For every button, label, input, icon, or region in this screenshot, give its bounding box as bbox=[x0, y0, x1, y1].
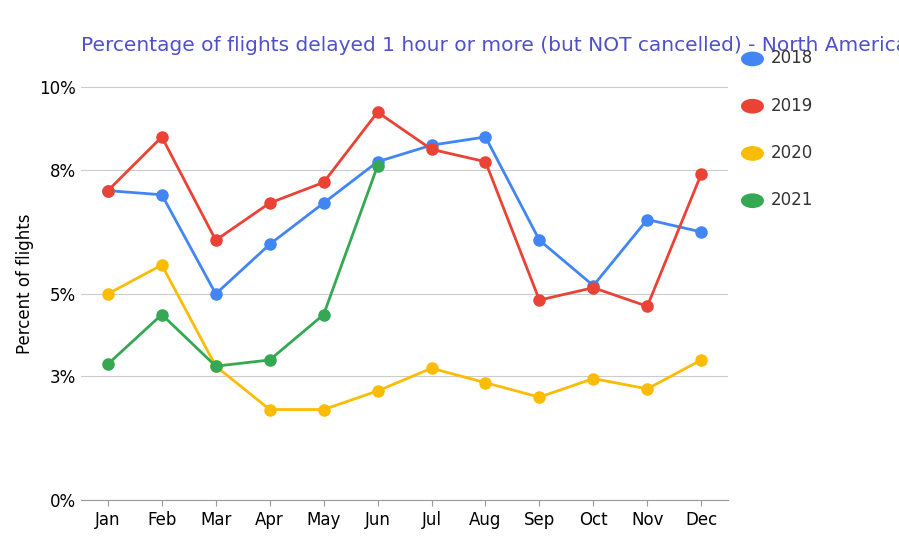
Y-axis label: Percent of flights: Percent of flights bbox=[16, 214, 34, 354]
Text: 2020: 2020 bbox=[770, 144, 813, 162]
Text: Percentage of flights delayed 1 hour or more (but NOT cancelled) - North America: Percentage of flights delayed 1 hour or … bbox=[81, 36, 899, 55]
Text: 2018: 2018 bbox=[770, 49, 813, 67]
Text: 2019: 2019 bbox=[770, 97, 813, 115]
Text: 2021: 2021 bbox=[770, 191, 813, 209]
